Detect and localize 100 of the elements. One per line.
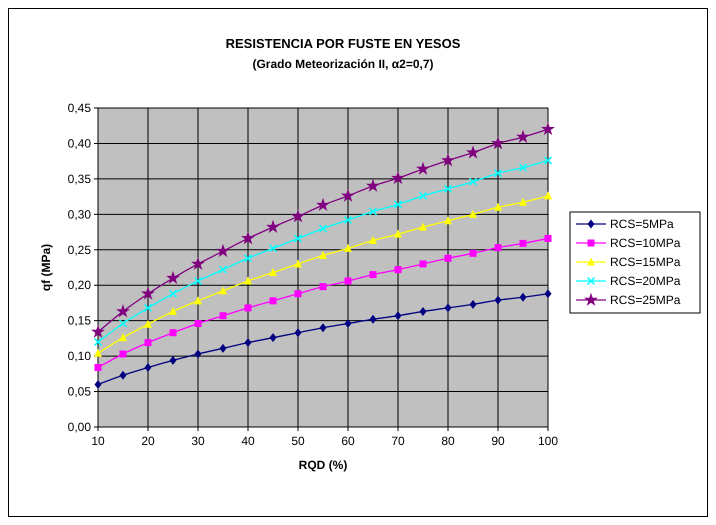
y-tick-label: 0,30	[68, 207, 92, 222]
point	[319, 250, 327, 259]
point	[544, 156, 552, 165]
point	[444, 303, 452, 312]
y-axis-title: qf (MPa)	[39, 244, 53, 292]
point	[269, 268, 277, 276]
point	[244, 254, 252, 263]
point	[320, 283, 326, 290]
legend-label: RCS=5MPa	[610, 217, 674, 231]
point	[291, 209, 305, 222]
point	[394, 311, 402, 320]
chart-title: RESISTENCIA POR FUSTE EN YESOS	[226, 36, 461, 51]
point	[166, 270, 180, 284]
legend-label: RCS=10MPa	[610, 236, 681, 250]
point	[194, 276, 202, 286]
point	[544, 191, 552, 200]
point	[341, 188, 355, 202]
point	[144, 339, 152, 346]
point	[316, 198, 330, 212]
point	[118, 319, 128, 328]
point	[544, 234, 552, 242]
x-tick-label: 10	[91, 434, 105, 448]
point	[170, 356, 176, 365]
point	[469, 210, 477, 218]
point	[294, 290, 302, 298]
point	[369, 236, 377, 244]
point	[266, 220, 280, 234]
legend-label: RCS=20MPa	[610, 274, 681, 288]
x-tick-label: 90	[491, 434, 505, 448]
point	[270, 297, 276, 304]
point	[418, 192, 428, 200]
point	[344, 319, 352, 328]
chart-subtitle: (Grado Meteorización II, α2=0,7)	[252, 57, 434, 71]
point	[216, 244, 230, 258]
point	[370, 271, 376, 278]
point	[169, 306, 177, 315]
point	[294, 259, 302, 268]
point	[218, 265, 228, 274]
point	[494, 168, 502, 178]
point	[320, 323, 326, 332]
x-tick-label: 100	[538, 434, 558, 448]
point	[419, 222, 427, 231]
point	[444, 184, 452, 194]
point	[470, 250, 476, 257]
x-tick-label: 70	[391, 434, 405, 448]
point	[244, 338, 252, 348]
point	[391, 170, 405, 184]
point	[541, 122, 555, 136]
point	[94, 348, 102, 357]
x-tick-label: 40	[241, 434, 255, 448]
x-tick-label: 80	[441, 434, 455, 448]
point	[416, 162, 430, 175]
y-tick-label: 0,25	[68, 242, 92, 257]
point	[120, 350, 126, 358]
point	[520, 240, 526, 247]
point	[141, 286, 155, 300]
x-tick-label: 60	[341, 434, 355, 448]
point	[518, 163, 528, 172]
point	[294, 328, 302, 338]
point	[244, 304, 252, 312]
y-tick-label: 0,15	[68, 314, 92, 328]
point	[191, 256, 205, 270]
point	[194, 349, 202, 358]
y-tick-label: 0,00	[68, 420, 92, 434]
point	[344, 216, 352, 224]
point	[294, 234, 302, 243]
point	[466, 145, 480, 159]
point	[194, 320, 202, 327]
point	[420, 260, 426, 268]
point	[544, 289, 552, 298]
point	[420, 306, 426, 316]
point	[344, 244, 352, 252]
legend-label: RCS=15MPa	[610, 255, 681, 269]
y-tick-label: 0,40	[68, 136, 92, 150]
point	[394, 266, 402, 274]
point	[444, 216, 452, 224]
y-tick-label: 0,20	[68, 278, 92, 292]
point	[444, 254, 452, 262]
point	[170, 329, 176, 336]
point	[116, 304, 130, 318]
point	[394, 200, 402, 209]
x-axis-title: RQD (%)	[298, 458, 348, 472]
point	[144, 304, 152, 312]
point	[519, 198, 527, 206]
point	[370, 314, 376, 324]
point	[368, 207, 378, 216]
point	[91, 324, 105, 338]
point	[120, 370, 126, 380]
point	[520, 292, 526, 302]
point	[318, 224, 328, 233]
point	[494, 202, 502, 211]
point	[494, 296, 502, 305]
point	[219, 286, 227, 294]
point	[494, 244, 502, 252]
point	[468, 177, 478, 186]
y-tick-label: 0,10	[68, 349, 92, 364]
point	[194, 296, 202, 304]
point	[119, 333, 127, 342]
point	[241, 231, 255, 244]
point	[366, 178, 380, 192]
